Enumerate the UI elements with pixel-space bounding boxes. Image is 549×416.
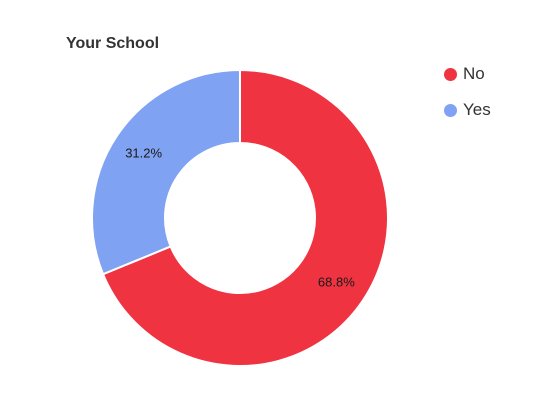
- slice-labels-group: 68.8% 31.2%: [125, 145, 355, 289]
- slice-label-yes: 31.2%: [125, 145, 162, 160]
- slice-yes[interactable]: [91, 68, 241, 276]
- legend-item-no[interactable]: No: [444, 62, 491, 86]
- legend-item-yes[interactable]: Yes: [444, 98, 491, 122]
- legend-label-yes: Yes: [463, 100, 491, 119]
- legend-label-no: No: [463, 64, 485, 83]
- legend-swatch-yes: [444, 103, 457, 117]
- slices-group: [91, 68, 389, 367]
- slice-label-no: 68.8%: [318, 275, 355, 290]
- legend: No Yes: [444, 62, 491, 134]
- chart-title: Your School: [66, 35, 160, 52]
- slice-no[interactable]: [101, 68, 389, 367]
- legend-swatch-no: [444, 67, 457, 81]
